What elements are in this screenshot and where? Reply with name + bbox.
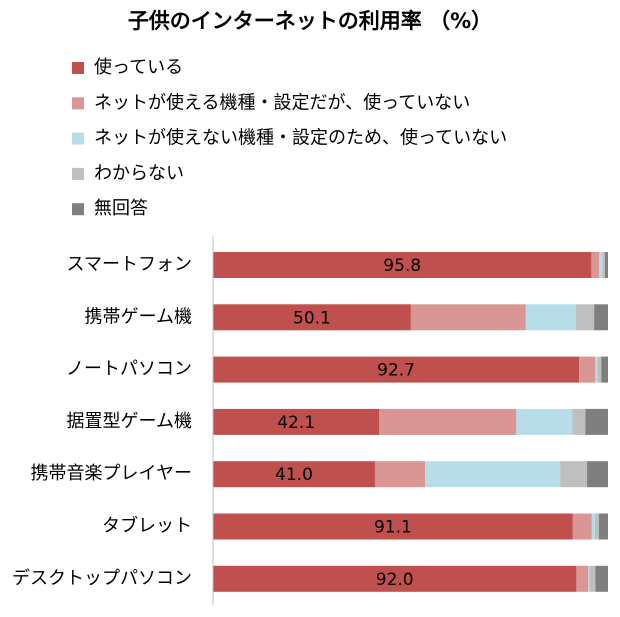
category-label: 携帯音楽プレイヤー [31,463,192,484]
bar-segment [594,304,608,331]
bar-segment [598,513,608,540]
bar-segment [604,252,608,278]
legend-swatch [72,62,84,74]
legend-swatch [72,167,84,180]
bar-segment [213,356,580,383]
bar-segment [572,513,592,540]
legend-swatch [72,97,84,110]
bar-segment [599,252,603,278]
bar-segment [594,513,599,540]
bar-segment [588,565,590,592]
bar-segment [213,461,375,488]
bar-segment [576,304,595,331]
value-label: 41.0 [275,465,313,485]
bar-segment [410,304,526,331]
value-label: 42.1 [277,413,315,433]
legend-label: ネットが使えない機種・設定のため、使っていない [94,128,507,149]
bar-segment [601,356,608,383]
value-label: 92.7 [377,361,415,381]
chart-title: 子供のインターネットの利用率 （%） [128,9,492,33]
value-label: 50.1 [293,308,331,328]
bar-segment [379,408,517,435]
bar-segment [516,408,573,435]
bar-segment [602,252,605,278]
bar-segment [560,461,588,488]
bar-segment [576,565,589,592]
bar-segment [595,356,598,383]
bar-segment [213,513,573,540]
legend-label: ネットが使える機種・設定だが、使っていない [94,92,470,113]
bar-segment [213,252,592,278]
bar-segment [525,304,577,331]
bar-segment [213,408,380,435]
bar-segment [597,356,602,383]
bar-segment [572,408,586,435]
legend-label: わからない [94,163,184,184]
bar-segment [585,408,608,435]
value-label: 95.8 [383,256,421,276]
bar-segment [374,461,426,488]
value-label: 91.1 [374,518,412,538]
bar-segment [579,356,596,383]
bar-segment [589,565,596,592]
category-label: 据置型ゲーム機 [67,411,192,432]
value-label: 92.0 [376,570,414,590]
category-label: タブレット [102,515,192,537]
legend-label: 使っている [94,57,183,78]
legend-swatch [72,132,84,145]
legend-swatch [72,203,84,216]
category-label: スマートフォン [67,254,192,275]
bar-segment [213,304,411,331]
legend-label: 無回答 [94,198,148,219]
bar-segment [595,565,608,592]
bar-segment [213,565,577,592]
bar-segment [591,252,600,278]
bar-segment [587,461,608,488]
category-label: ノートパソコン [66,359,192,380]
bar-segment [591,513,595,540]
category-label: デスクトップパソコン [12,568,192,589]
category-label: 携帯ゲーム機 [85,306,192,327]
bar-segment [425,461,561,488]
